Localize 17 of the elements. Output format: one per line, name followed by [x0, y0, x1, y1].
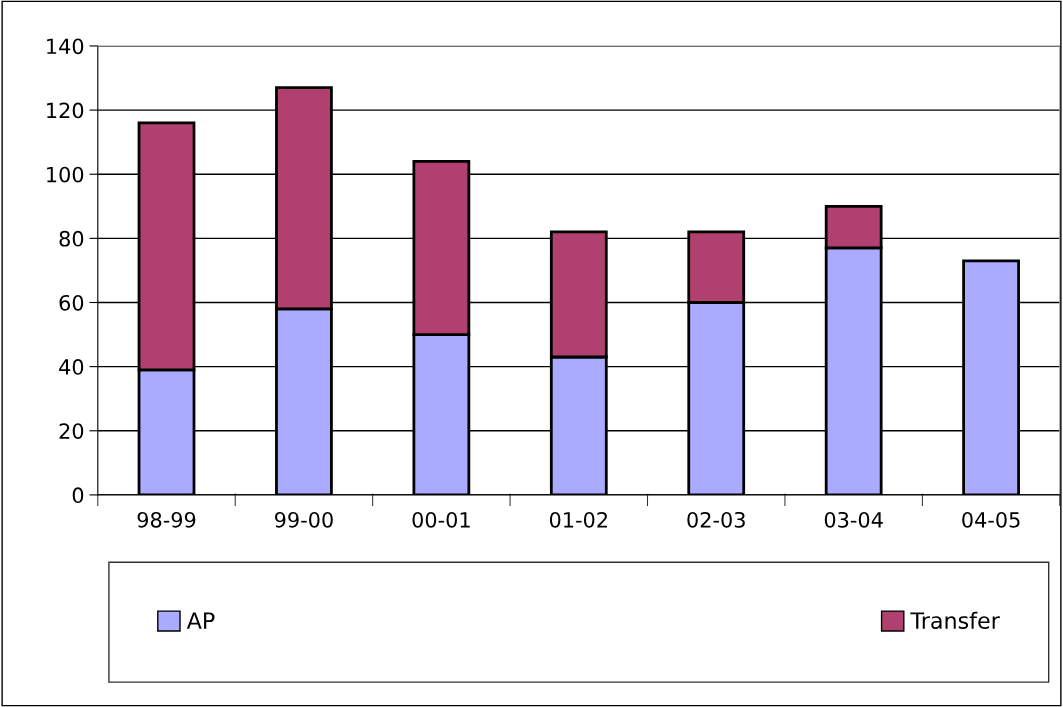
y-tick-label: 100 [47, 166, 84, 183]
y-tick-label: 60 [59, 294, 84, 311]
x-tick-label: 03-04 [824, 511, 883, 528]
x-tick-label: 00-01 [412, 511, 470, 528]
y-tick-label: 40 [59, 359, 84, 375]
y-tick-label: 140 [47, 38, 84, 55]
legend-label: Transfer [910, 611, 1000, 629]
x-tick-label: 98-99 [137, 511, 196, 528]
x-tick-label: 04-05 [962, 511, 1020, 528]
y-tick-label: 20 [59, 423, 84, 439]
y-tick-label: 120 [47, 102, 84, 119]
x-tick-label: 02-03 [687, 511, 745, 528]
x-tick-label: 01-02 [549, 511, 607, 528]
legend-label: AP [186, 612, 215, 629]
x-tick-label: 99-00 [274, 511, 333, 528]
y-tick-label: 0 [72, 487, 84, 504]
y-tick-label: 80 [59, 230, 84, 247]
